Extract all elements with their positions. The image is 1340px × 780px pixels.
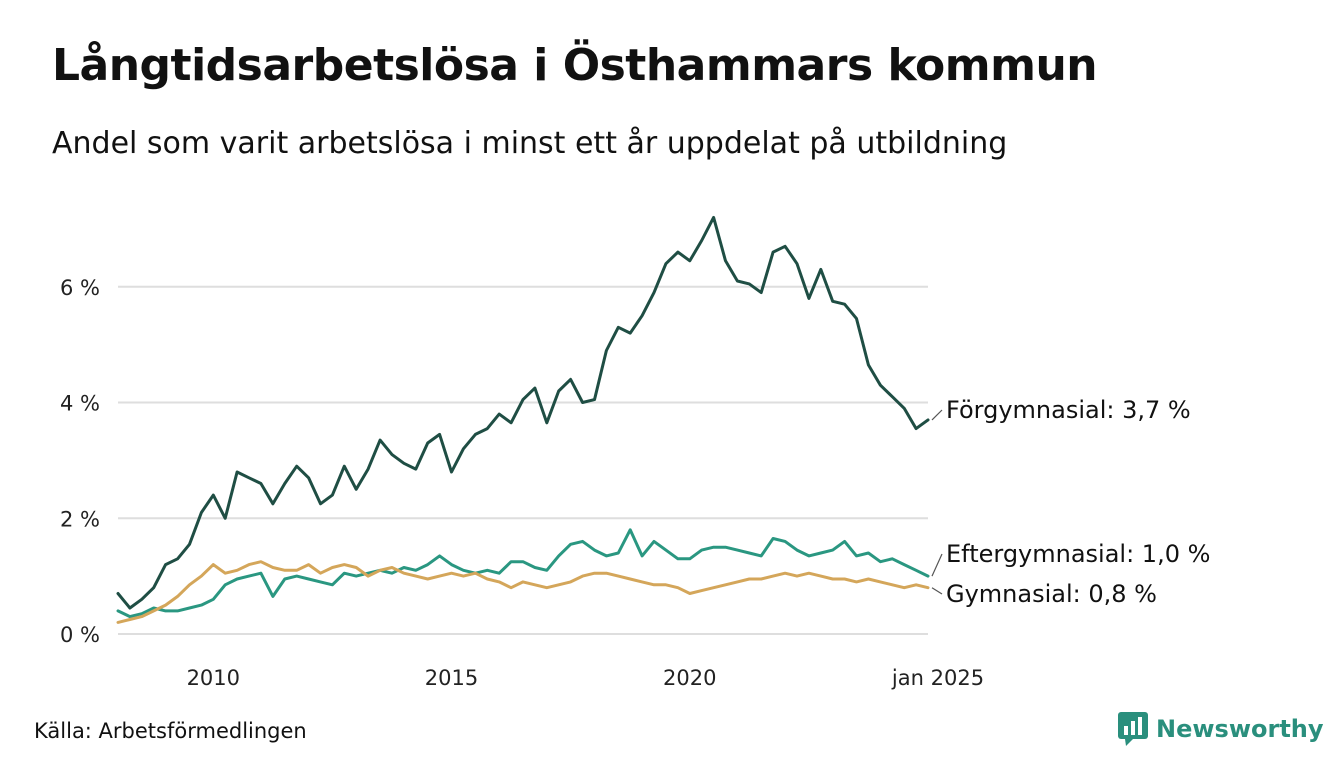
x-tick-label: 2020 (663, 666, 716, 690)
series-end-label: Gymnasial: 0,8 % (946, 580, 1157, 608)
series-end-label: Eftergymnasial: 1,0 % (946, 540, 1210, 568)
chart-subtitle: Andel som varit arbetslösa i minst ett å… (52, 126, 1008, 161)
y-tick-label: 4 % (60, 392, 100, 416)
series-line-gymnasial (116, 560, 930, 624)
y-tick-label: 0 % (60, 623, 100, 647)
chart-title: Långtidsarbetslösa i Östhammars kommun (52, 40, 1098, 91)
label-leader-line (931, 553, 943, 577)
x-tick-label: 2010 (187, 666, 240, 690)
newsworthy-logo: Newsworthy (1118, 712, 1324, 746)
y-tick-label: 6 % (60, 276, 100, 300)
series-line-förgymnasial (116, 215, 930, 610)
x-tick-label: 2015 (425, 666, 478, 690)
brand-name: Newsworthy (1156, 715, 1324, 743)
newsworthy-logo-icon (1118, 712, 1148, 746)
x-tick-label: jan 2025 (891, 666, 984, 690)
source-note: Källa: Arbetsförmedlingen (34, 719, 307, 743)
series-line-eftergymnasial (116, 528, 930, 619)
label-leader-line (931, 409, 943, 421)
y-tick-label: 2 % (60, 507, 100, 531)
series-end-label: Förgymnasial: 3,7 % (946, 396, 1191, 424)
label-leader-line (931, 587, 943, 595)
